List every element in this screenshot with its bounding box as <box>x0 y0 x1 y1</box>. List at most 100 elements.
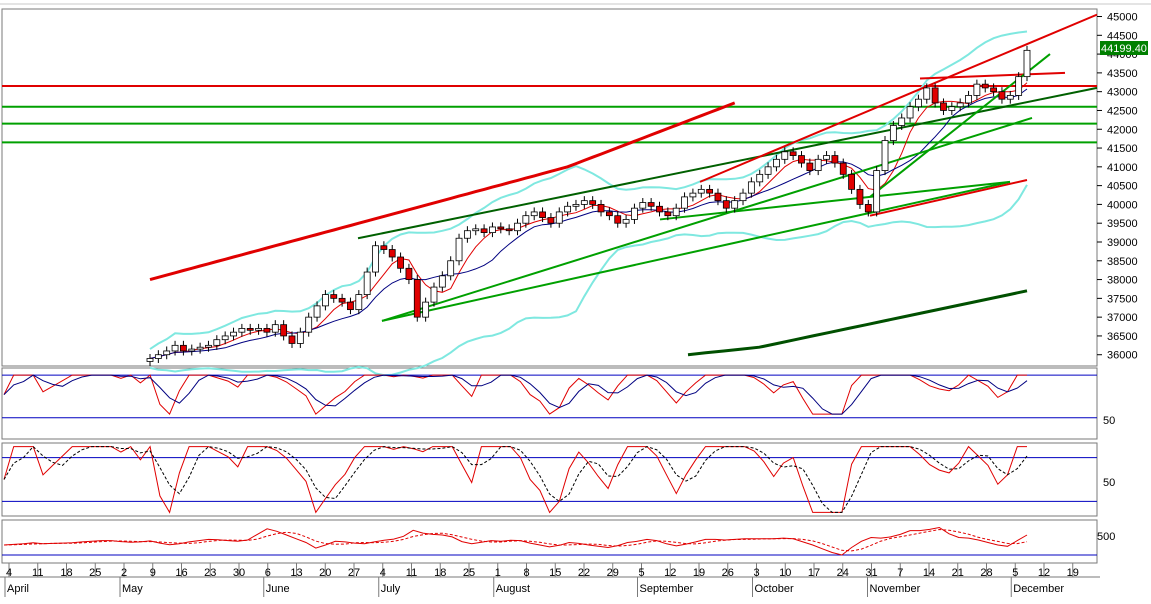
indicator1-line-main <box>3 374 1027 415</box>
candle-body <box>798 155 805 164</box>
bollinger-upper <box>149 30 1028 350</box>
indicator3-tick: 500 <box>1097 531 1115 543</box>
price-tick-label: 38500 <box>1107 256 1138 268</box>
price-tick-label: 36500 <box>1107 331 1138 343</box>
x-tick-label: 4 <box>380 567 386 579</box>
month-label: June <box>266 583 290 595</box>
candle-body <box>756 173 764 183</box>
moving-average-mid <box>149 88 1028 359</box>
candle-body <box>722 200 730 209</box>
month-label: October <box>755 583 794 595</box>
candle-body <box>388 249 396 258</box>
candle-body <box>839 162 847 175</box>
candle-body <box>413 279 421 318</box>
candle-body <box>714 192 722 202</box>
candle-body <box>697 188 705 194</box>
x-tick-label: 18 <box>60 567 72 579</box>
candle-body <box>196 346 204 350</box>
x-tick-label: 12 <box>664 567 676 579</box>
candle-body <box>764 166 772 175</box>
price-tick-label: 45000 <box>1107 12 1138 24</box>
x-tick-label: 20 <box>319 567 331 579</box>
candle-body <box>889 125 897 141</box>
trendline-support-low <box>381 180 1011 322</box>
candle-body <box>321 294 329 307</box>
candle-body <box>747 181 755 194</box>
candle-body <box>773 158 780 168</box>
candle-body <box>580 200 588 205</box>
candle-body <box>923 87 931 100</box>
price-tick-label: 37500 <box>1107 293 1138 305</box>
candle-body <box>965 95 972 104</box>
price-tick-label: 39000 <box>1107 237 1138 249</box>
candle-body <box>915 98 922 108</box>
candle-body <box>246 328 254 331</box>
candle-body <box>681 196 688 209</box>
x-tick-label: 7 <box>897 567 903 579</box>
candle-body <box>631 207 638 220</box>
candle-body <box>363 271 371 296</box>
candle-body <box>397 256 404 269</box>
x-tick-label: 5 <box>1012 567 1018 579</box>
month-label: November <box>870 583 921 595</box>
month-label: May <box>122 583 143 595</box>
moving-average-short <box>149 82 1028 359</box>
candle-body <box>430 286 438 303</box>
price-tick-label: 42500 <box>1107 105 1138 117</box>
candle-body <box>739 192 747 202</box>
candle-body <box>831 155 839 164</box>
price-tick-label: 39500 <box>1107 218 1138 230</box>
candle-body <box>664 211 672 217</box>
candle-body <box>597 204 605 213</box>
candle-body <box>689 192 697 198</box>
candle-body <box>438 275 446 288</box>
x-tick-label: 15 <box>549 567 561 579</box>
x-tick-label: 21 <box>952 567 964 579</box>
candle-body <box>480 228 488 233</box>
x-tick-label: 16 <box>175 567 187 579</box>
candle-body <box>806 162 814 171</box>
candle-body <box>163 350 171 356</box>
indicator2-tick: 50 <box>1103 477 1115 489</box>
price-panel <box>1 8 1098 367</box>
candle-body <box>313 305 321 318</box>
x-tick-label: 26 <box>722 567 734 579</box>
x-tick-label: 13 <box>290 567 302 579</box>
candle-body <box>605 211 613 217</box>
candle-body <box>180 344 187 352</box>
x-tick-label: 25 <box>89 567 101 579</box>
candle-body <box>497 226 505 230</box>
last-price-tag <box>1100 41 1148 55</box>
price-tick-label: 42000 <box>1107 124 1138 136</box>
x-tick-label: 11 <box>32 567 43 579</box>
candle-body <box>489 226 496 233</box>
candle-body <box>973 83 981 96</box>
moving-average-dark-green <box>687 289 1028 357</box>
candle-body <box>622 219 630 224</box>
candle-body <box>154 354 162 359</box>
candle-body <box>338 297 346 303</box>
candle-body <box>731 200 739 209</box>
moving-average-red-long <box>149 101 736 282</box>
candle-body <box>280 324 288 337</box>
price-tick-label: 40000 <box>1107 199 1138 211</box>
candle-body <box>706 188 714 194</box>
candle-body <box>255 328 262 331</box>
month-label: December <box>1013 583 1064 595</box>
x-tick-label: 22 <box>578 567 590 579</box>
candle-body <box>230 331 237 337</box>
x-tick-label: 4 <box>6 567 12 579</box>
candle-body <box>271 324 279 333</box>
candle-body <box>372 245 379 273</box>
candle-body <box>288 335 296 344</box>
x-tick-label: 25 <box>463 567 475 579</box>
x-tick-label: 10 <box>779 567 791 579</box>
candle-body <box>781 151 789 160</box>
x-tick-label: 1 <box>495 567 501 579</box>
candle-body <box>848 173 855 190</box>
candle-body <box>940 102 947 111</box>
trendline-resistance-top <box>699 13 1098 183</box>
candle-body <box>789 151 797 156</box>
candle-body <box>572 204 580 207</box>
